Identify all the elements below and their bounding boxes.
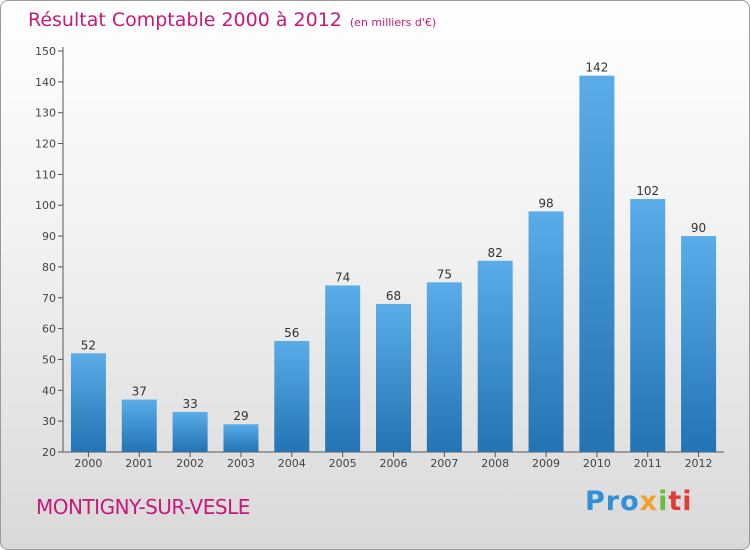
y-tick-label: 110 <box>35 168 56 181</box>
logo-part-2: x <box>639 486 659 517</box>
data-label-2008: 82 <box>488 246 503 260</box>
data-label-2010: 142 <box>585 61 608 75</box>
y-tick-label: 40 <box>42 384 56 397</box>
data-label-2000: 52 <box>81 338 96 352</box>
x-tick-label: 2008 <box>481 457 509 470</box>
data-label-2003: 29 <box>233 409 248 423</box>
x-tick-label: 2002 <box>176 457 204 470</box>
y-tick-label: 140 <box>35 76 56 89</box>
data-label-2005: 74 <box>335 270 350 284</box>
data-labels: 52 37 33 29 56 74 68 75 82 98 142 102 90 <box>81 61 706 424</box>
bar-2002 <box>172 411 208 452</box>
bar-2010 <box>579 75 615 452</box>
proxiti-logo: Proxiti <box>585 486 693 517</box>
y-tick-label: 70 <box>42 292 56 305</box>
x-tick-label: 2007 <box>430 457 458 470</box>
bar-2012 <box>681 236 717 452</box>
logo-part-4: ti <box>668 486 693 517</box>
y-tick-label: 90 <box>42 230 56 243</box>
y-tick-label: 20 <box>42 446 56 459</box>
logo-part-1: Pro <box>585 486 640 517</box>
x-axis: 2000 2001 2002 2003 2004 2005 2006 2007 2008 2009… <box>63 451 724 470</box>
chart-title-text: Résultat Comptable 2000 à 2012 <box>28 9 342 31</box>
bars <box>70 75 717 452</box>
bar-2001 <box>121 399 157 452</box>
bar-2011 <box>630 199 666 452</box>
x-tick-label: 2012 <box>685 457 713 470</box>
bar-2006 <box>376 303 411 452</box>
y-tick-label: 50 <box>42 353 56 366</box>
x-tick-label: 2011 <box>634 457 662 470</box>
data-label-2004: 56 <box>284 326 299 340</box>
chart-title: Résultat Comptable 2000 à 2012 (en millie… <box>28 9 436 31</box>
data-label-2012: 90 <box>691 221 706 235</box>
x-tick-label: 2005 <box>329 457 357 470</box>
city-name: MONTIGNY-SUR-VESLE <box>36 495 250 519</box>
bar-2004 <box>274 340 310 452</box>
data-label-2007: 75 <box>437 267 452 281</box>
data-label-2006: 68 <box>386 289 401 303</box>
bar-2005 <box>325 285 361 452</box>
data-label-2011: 102 <box>636 184 659 198</box>
x-tick-label: 2010 <box>583 457 611 470</box>
y-tick-label: 80 <box>42 261 56 274</box>
x-tick-label: 2006 <box>380 457 408 470</box>
y-tick-label: 60 <box>42 323 56 336</box>
y-tick-label: 130 <box>35 107 56 120</box>
data-label-2009: 98 <box>538 196 553 210</box>
x-tick-label: 2001 <box>125 457 153 470</box>
bar-2000 <box>70 353 106 452</box>
y-tick-label: 30 <box>42 415 56 428</box>
bar-2007 <box>426 282 462 452</box>
y-tick-label: 100 <box>35 199 56 212</box>
x-tick-label: 2004 <box>278 457 306 470</box>
logo-part-3: i <box>658 486 669 517</box>
x-tick-label: 2009 <box>532 457 560 470</box>
data-label-2002: 33 <box>182 397 197 411</box>
y-tick-label: 120 <box>35 138 56 151</box>
bar-2009 <box>528 211 564 452</box>
y-tick-label: 150 <box>35 45 56 58</box>
data-label-2001: 37 <box>132 385 147 399</box>
x-tick-label: 2000 <box>74 457 102 470</box>
y-axis: 20 30 40 50 60 70 80 90 100 110 120 130 140 150 <box>35 45 64 459</box>
chart-subtitle: (en milliers d'€) <box>349 16 437 29</box>
x-tick-label: 2003 <box>227 457 255 470</box>
bar-2008 <box>477 260 513 452</box>
bar-2003 <box>223 424 259 452</box>
